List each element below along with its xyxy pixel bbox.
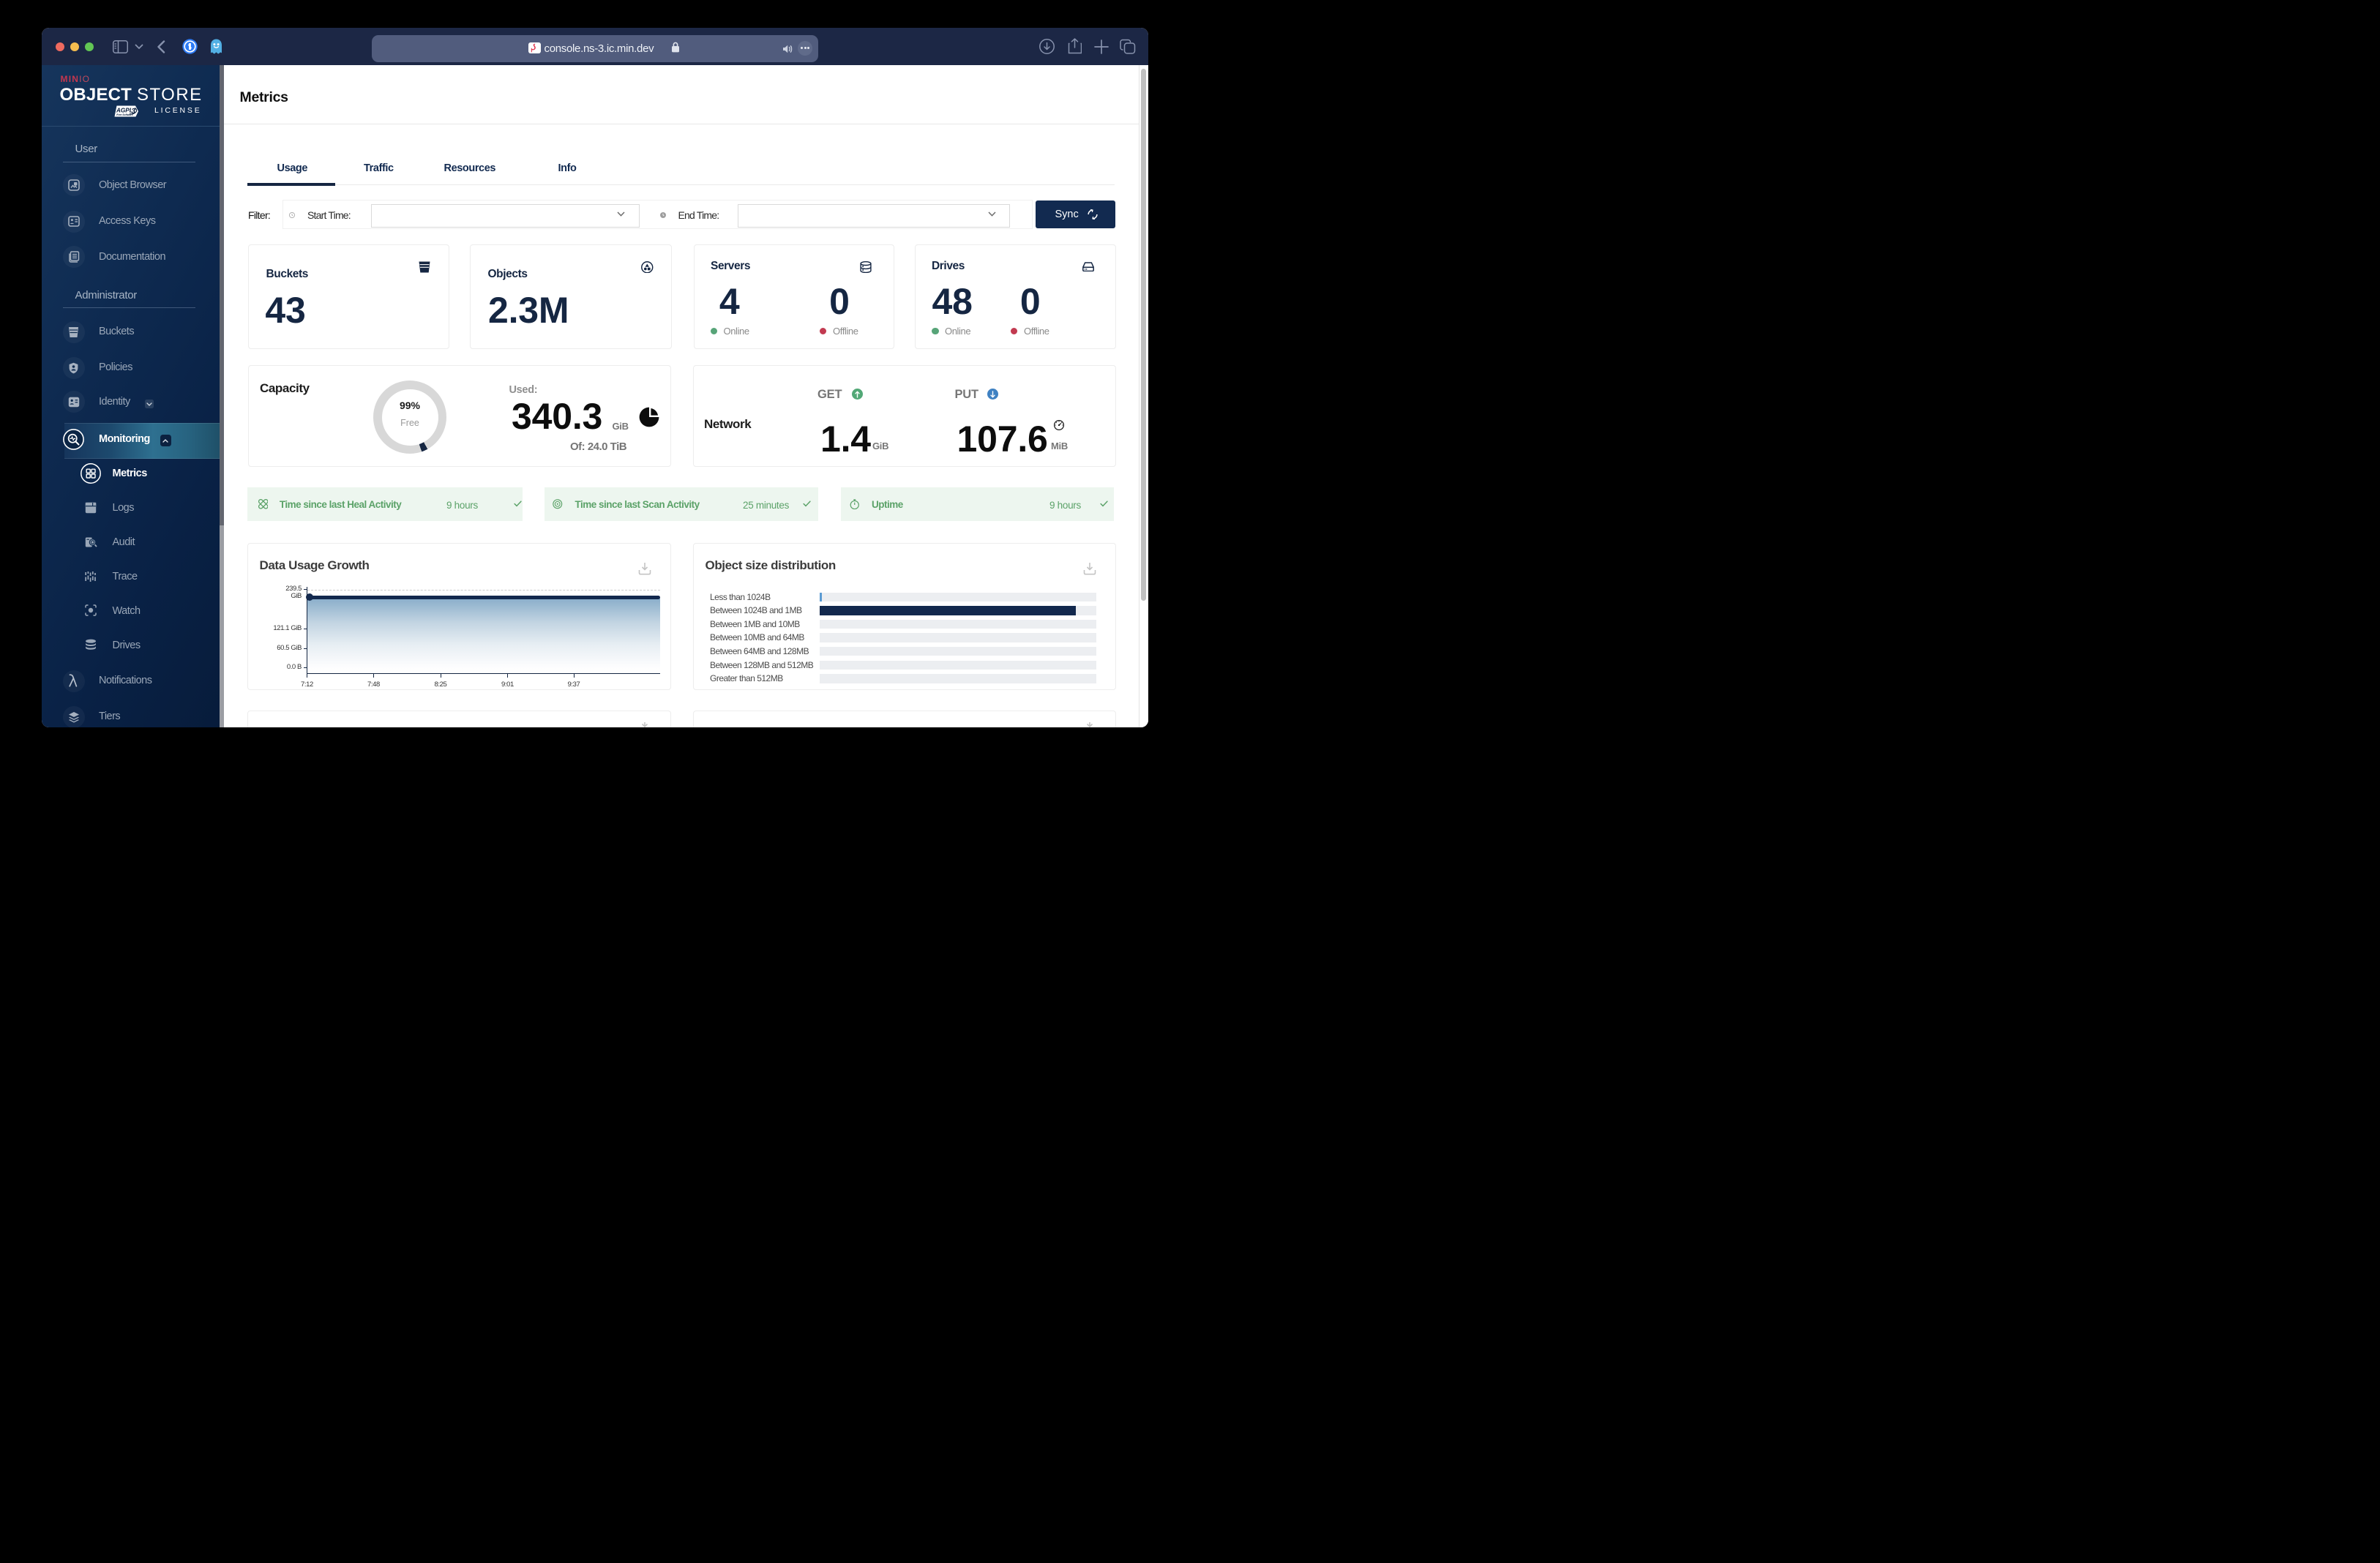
svg-text:3: 3 (131, 108, 135, 116)
svg-text:AGPL: AGPL (116, 108, 133, 114)
svg-text:Free Software: Free Software (116, 113, 133, 116)
